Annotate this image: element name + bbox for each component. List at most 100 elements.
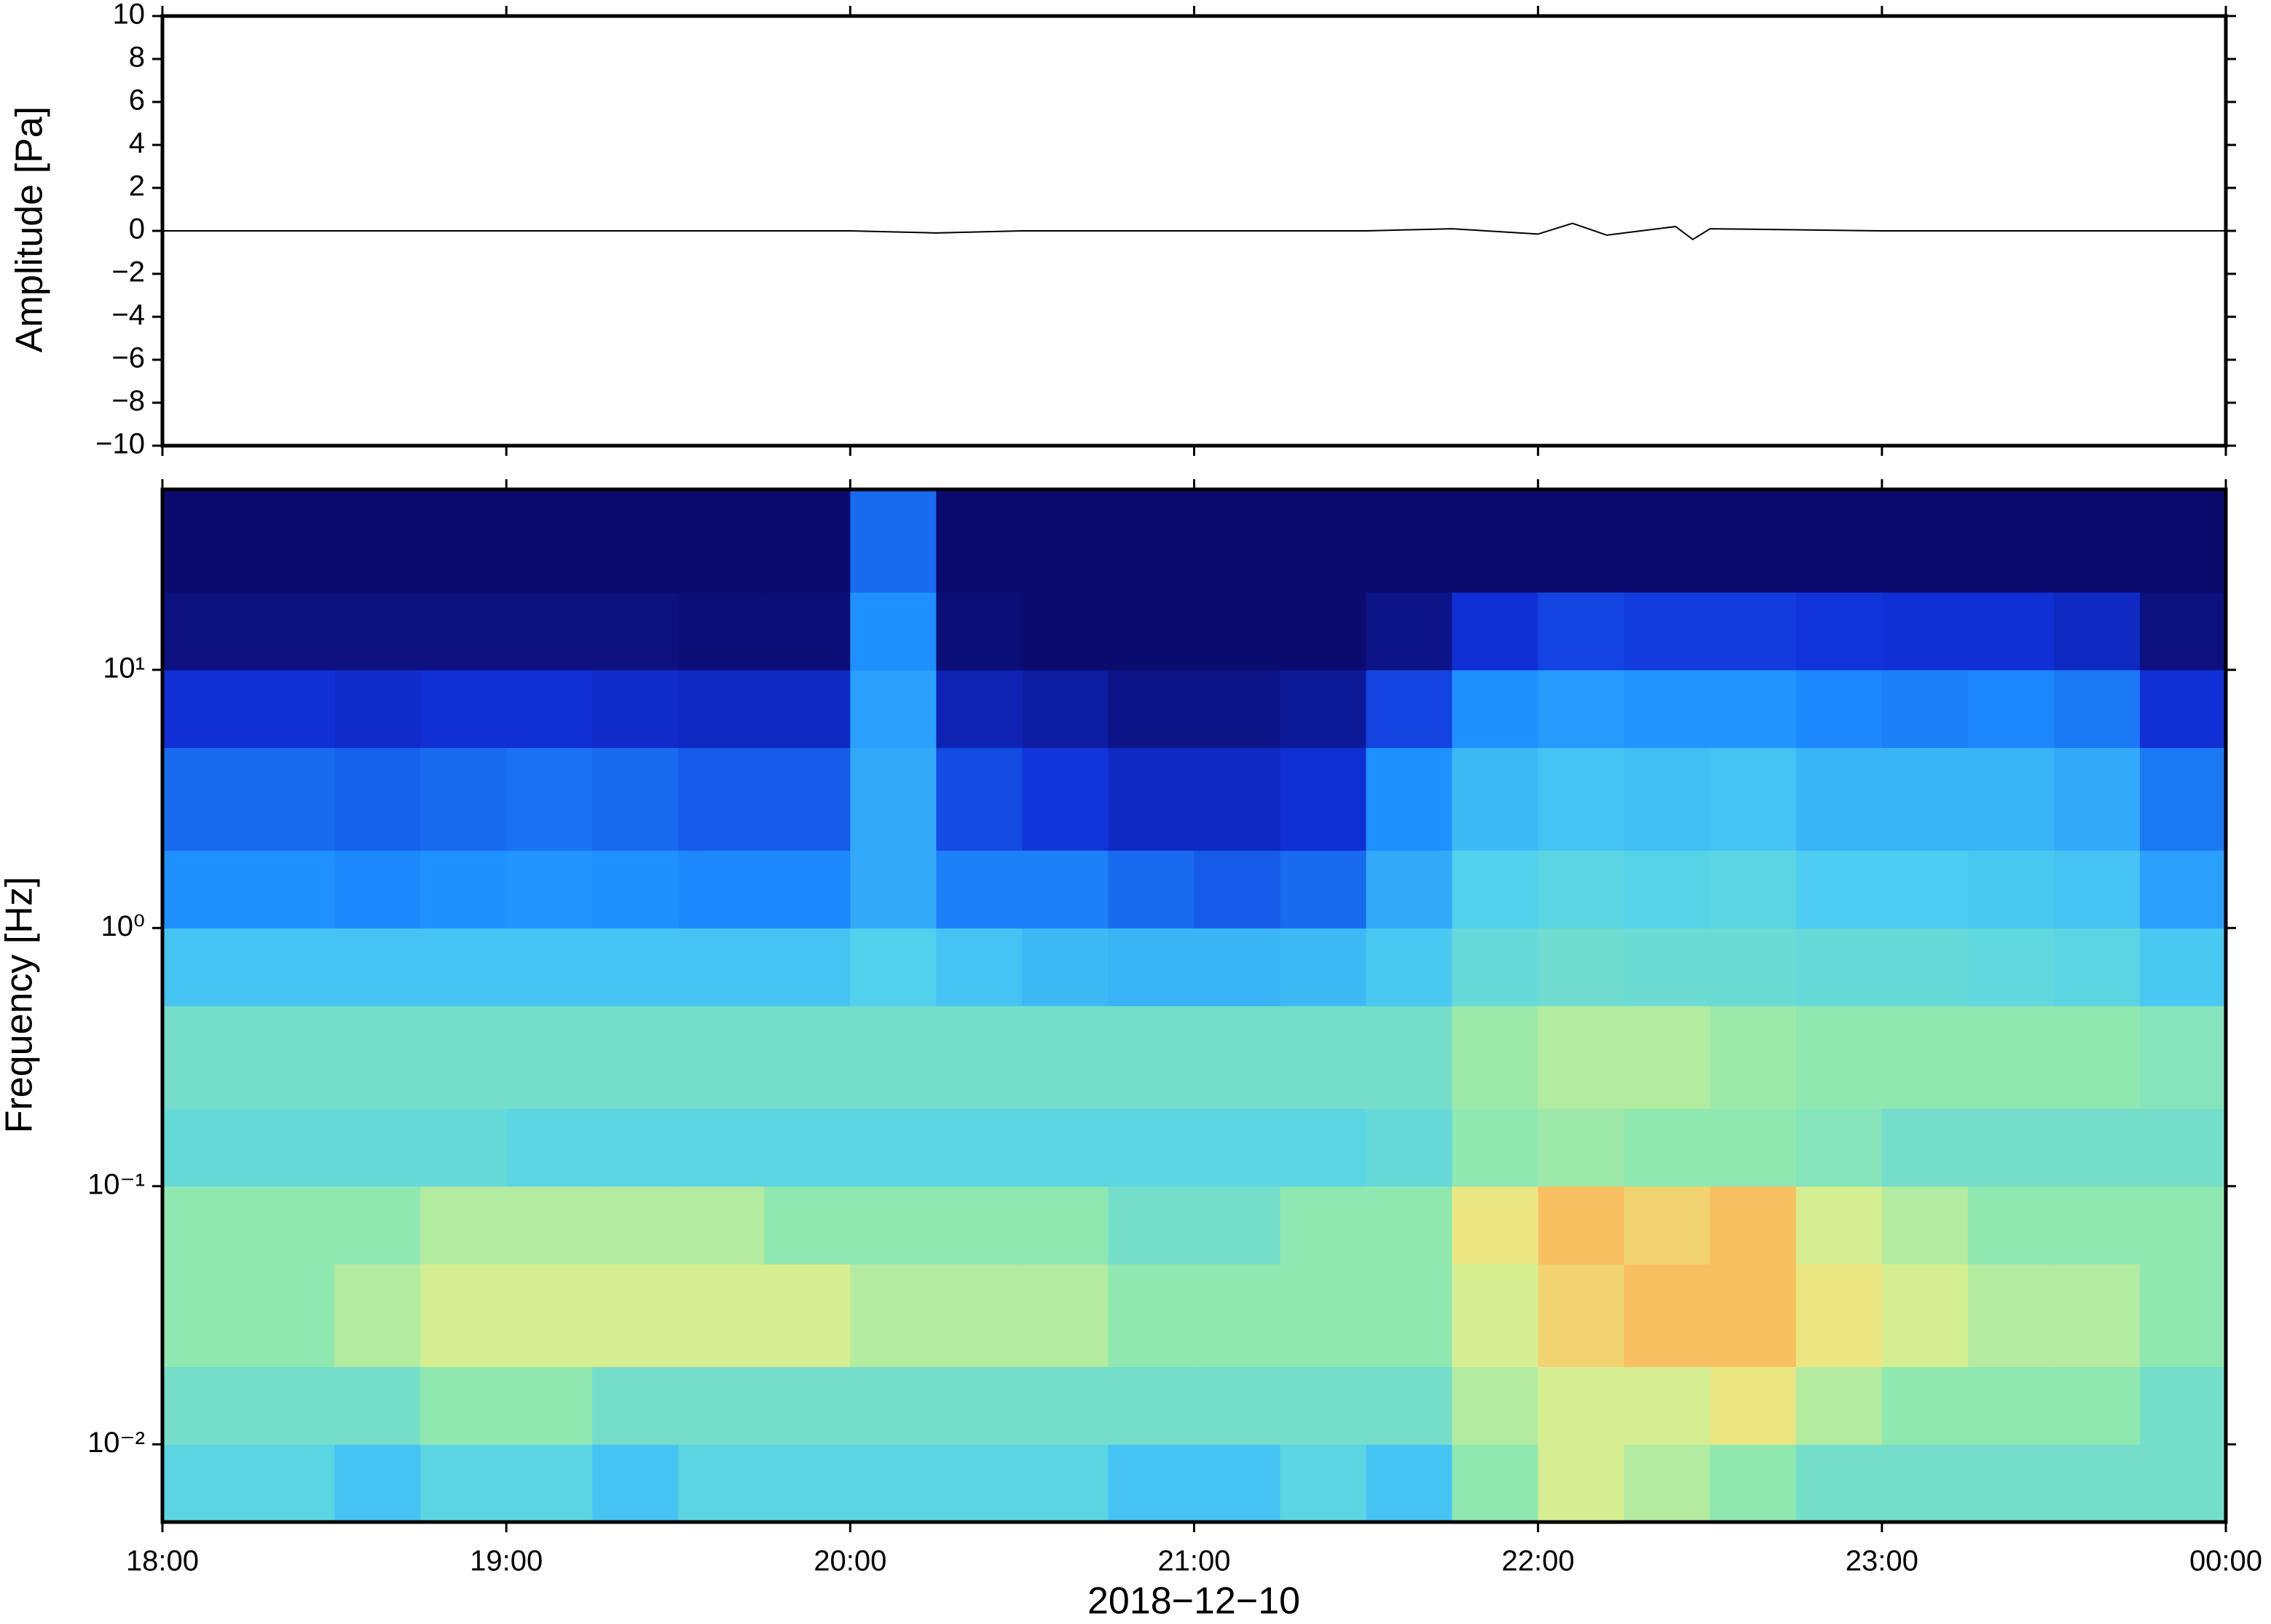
heatmap-cell <box>1623 747 1711 851</box>
heatmap-cell <box>1194 1366 1281 1445</box>
heatmap-cell <box>764 928 851 1006</box>
y-axis-title: Amplitude [Pa] <box>9 106 51 352</box>
heatmap-cell <box>1022 1108 1109 1187</box>
heatmap-cell <box>936 928 1023 1006</box>
heatmap-cell <box>1108 1186 1195 1265</box>
heatmap-cell <box>1108 592 1195 671</box>
heatmap-cell <box>1881 928 1969 1006</box>
heatmap-cell <box>592 1186 679 1265</box>
heatmap-cell <box>850 1366 937 1445</box>
heatmap-cell <box>1795 1366 1883 1445</box>
heatmap-cell <box>1452 1444 1539 1523</box>
heatmap-cell <box>850 1444 937 1523</box>
heatmap-cell <box>1967 928 2055 1006</box>
heatmap-cell <box>1022 1264 1109 1368</box>
heatmap-cell <box>764 1006 851 1109</box>
heatmap-cell <box>592 928 679 1006</box>
heatmap-cell <box>1881 669 1969 749</box>
heatmap-cell <box>420 747 507 851</box>
heatmap-cell <box>1280 1108 1367 1187</box>
heatmap-cell <box>1623 1108 1711 1187</box>
heatmap-cell <box>1366 592 1453 671</box>
heatmap-cell <box>2139 850 2227 929</box>
heatmap-cell <box>1709 1108 1797 1187</box>
heatmap-cell <box>506 850 593 929</box>
heatmap-cell <box>764 489 851 593</box>
y-tick-label: 8 <box>129 42 145 74</box>
x-tick-label: 18:00 <box>126 1545 199 1577</box>
heatmap-cell <box>1709 1186 1797 1265</box>
heatmap-cell <box>2053 1006 2141 1109</box>
heatmap-cell <box>1709 928 1797 1006</box>
heatmap-cell <box>1366 1444 1453 1523</box>
heatmap-cell <box>1709 1264 1797 1368</box>
heatmap-cell <box>2053 1108 2141 1187</box>
heatmap-cell <box>936 1186 1023 1265</box>
heatmap-cell <box>334 1264 421 1368</box>
heatmap-cell <box>1022 1366 1109 1445</box>
heatmap-cell <box>334 928 421 1006</box>
heatmap-cell <box>248 928 335 1006</box>
heatmap-cell <box>1967 1186 2055 1265</box>
heatmap-cell <box>334 489 421 593</box>
heatmap-cell <box>334 1108 421 1187</box>
heatmap-cell <box>420 1264 507 1368</box>
heatmap-cell <box>1795 850 1883 929</box>
heatmap-cell <box>1538 1186 1625 1265</box>
heatmap-cell <box>1967 592 2055 671</box>
heatmap-cell <box>1366 489 1453 593</box>
y-tick-label: −8 <box>111 385 145 417</box>
heatmap-cell <box>1709 489 1797 593</box>
heatmap-cell <box>248 1006 335 1109</box>
x-tick-label: 22:00 <box>1502 1545 1575 1577</box>
heatmap-cell <box>1366 1264 1453 1368</box>
heatmap-cell <box>1795 928 1883 1006</box>
heatmap-cell <box>162 1264 249 1368</box>
heatmap-cell <box>162 1366 249 1445</box>
heatmap-cell <box>1623 489 1711 593</box>
heatmap-cell <box>1967 1264 2055 1368</box>
heatmap-cell <box>1452 489 1539 593</box>
heatmap-cell <box>506 1264 593 1368</box>
heatmap-cell <box>1795 1444 1883 1523</box>
x-tick-label: 20:00 <box>814 1545 886 1577</box>
heatmap-cell <box>1452 1264 1539 1368</box>
heatmap-cell <box>2053 489 2141 593</box>
heatmap-cell <box>1022 747 1109 851</box>
heatmap-cell <box>248 850 335 929</box>
heatmap-cell <box>678 1186 765 1265</box>
heatmap-cell <box>2053 1264 2141 1368</box>
heatmap-cell <box>2139 1186 2227 1265</box>
heatmap-cell <box>1967 747 2055 851</box>
x-tick-label: 00:00 <box>2189 1545 2262 1577</box>
heatmap-cell <box>1452 592 1539 671</box>
heatmap-cell <box>1194 592 1281 671</box>
heatmap-cell <box>1022 1444 1109 1523</box>
heatmap-cell <box>1623 928 1711 1006</box>
heatmap-cell <box>1795 747 1883 851</box>
heatmap-cell <box>678 1006 765 1109</box>
heatmap-cell <box>506 747 593 851</box>
heatmap-cell <box>1194 1108 1281 1187</box>
heatmap-cell <box>1881 1264 1969 1368</box>
heatmap-cell <box>1366 1006 1453 1109</box>
heatmap-cell <box>1881 1444 1969 1523</box>
heatmap-cell <box>850 747 937 851</box>
heatmap-cell <box>764 1366 851 1445</box>
heatmap-cell <box>2139 747 2227 851</box>
heatmap-cell <box>162 747 249 851</box>
heatmap-cell <box>162 1444 249 1523</box>
heatmap-cell <box>420 592 507 671</box>
heatmap-cell <box>1795 669 1883 749</box>
heatmap-cell <box>936 592 1023 671</box>
heatmap-cell <box>2139 1108 2227 1187</box>
heatmap-cell <box>678 747 765 851</box>
heatmap-cell <box>334 592 421 671</box>
heatmap-cell <box>1108 1366 1195 1445</box>
heatmap-cell <box>592 1264 679 1368</box>
heatmap-cell <box>2139 1264 2227 1368</box>
heatmap-cell <box>1452 1006 1539 1109</box>
heatmap-cell <box>2139 1444 2227 1523</box>
heatmap-cell <box>678 1108 765 1187</box>
heatmap-cell <box>420 850 507 929</box>
